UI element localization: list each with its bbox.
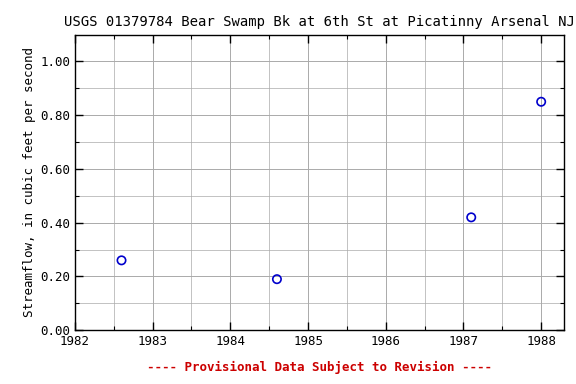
Text: ---- Provisional Data Subject to Revision ----: ---- Provisional Data Subject to Revisio… xyxy=(147,361,492,374)
Point xyxy=(467,214,476,220)
Point xyxy=(272,276,282,282)
Title: USGS 01379784 Bear Swamp Bk at 6th St at Picatinny Arsenal NJ: USGS 01379784 Bear Swamp Bk at 6th St at… xyxy=(65,15,575,29)
Point xyxy=(537,99,546,105)
Y-axis label: Streamflow, in cubic feet per second: Streamflow, in cubic feet per second xyxy=(23,47,36,318)
Point xyxy=(117,257,126,263)
